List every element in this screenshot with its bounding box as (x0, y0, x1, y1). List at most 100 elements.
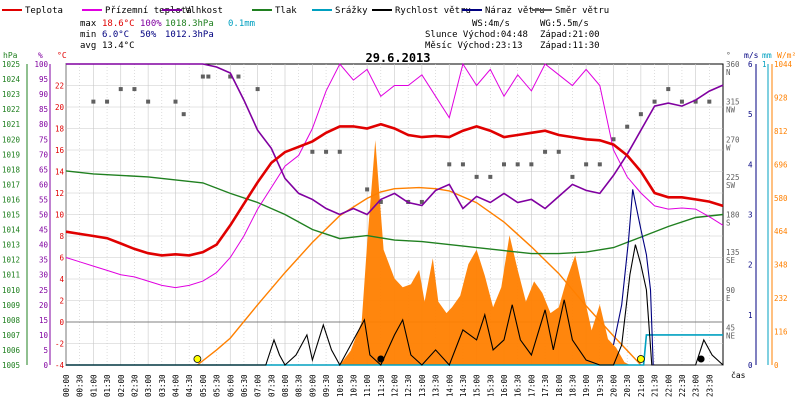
wind-direction-point (543, 149, 548, 154)
degc-tick-label: 6 (59, 254, 64, 263)
hpa-tick-label: 1013 (2, 241, 20, 250)
wind-direction-point (324, 149, 329, 154)
wind-direction-point (611, 137, 616, 142)
x-tick-label: 07:30 (267, 374, 276, 397)
info-sun-set: Západ:21:00 (540, 30, 600, 40)
pct-tick-label: 60 (39, 180, 49, 189)
pct-tick-label: 40 (39, 241, 49, 250)
hpa-tick-label: 1022 (2, 105, 20, 114)
x-tick-label: 03:30 (158, 374, 167, 397)
winddir-tick-label: 315 (726, 98, 740, 107)
x-tick-label: 06:00 (226, 374, 235, 397)
pressure-axis: 1025 1024 1023 1022 1021 1020 1019 1018 1017 1016… (2, 60, 28, 370)
stats-min-temp: 6.0°C (102, 30, 129, 40)
x-tick-label: 16:00 (500, 374, 509, 397)
winddir-tick-label: E (726, 294, 731, 303)
ms-tick-label: 3 (748, 211, 753, 220)
wind-direction-point (515, 162, 520, 167)
hpa-tick-label: 1021 (2, 120, 20, 129)
x-tick-label: 11:00 (363, 374, 372, 397)
wind-direction-point (105, 99, 110, 104)
legend-label-pressure: Tlak (275, 6, 297, 16)
x-tick-label: 03:00 (144, 374, 153, 397)
wind-direction-point (91, 99, 96, 104)
info-moon-rise: Měsíc Východ:23:13 (425, 41, 523, 51)
legend: Teplota Přízemní teplota Vlhkost Tlak Sr… (2, 6, 609, 16)
wind-direction-point (488, 174, 493, 179)
wind-direction-point (529, 162, 534, 167)
pct-tick-label: 5 (43, 346, 48, 355)
winddir-tick-label: S (726, 219, 731, 228)
x-tick-label: 22:00 (664, 374, 673, 397)
hpa-tick-label: 1006 (2, 346, 21, 355)
legend-label-wind: Rychlost větru (395, 6, 471, 16)
wind-direction-point (693, 99, 698, 104)
x-tick-label: 20:30 (623, 374, 632, 397)
hpa-tick-label: 1024 (2, 75, 21, 84)
chart-date-title: 29.6.2013 (365, 51, 430, 65)
pct-tick-label: 20 (39, 301, 49, 310)
degc-tick-label: 12 (55, 189, 64, 198)
x-tick-label: 15:00 (473, 374, 482, 397)
wind-direction-point (200, 74, 205, 79)
rain-axis: 1 (762, 60, 769, 365)
stats-min-hum: 50% (140, 30, 157, 40)
plot-area (65, 62, 724, 367)
pct-tick-label: 30 (39, 271, 49, 280)
wind-direction-point (707, 99, 712, 104)
degc-tick-label: 16 (55, 146, 65, 155)
wind-direction-point (625, 124, 630, 129)
axis-title-degc: °C (57, 51, 67, 60)
winddir-tick-label: SE (726, 256, 736, 265)
ground-temperature-line (65, 62, 724, 289)
stats-max-rain: 0.1mm (228, 19, 255, 29)
hpa-tick-label: 1007 (2, 331, 20, 340)
ms-tick-label: 0 (748, 361, 753, 370)
wm-tick-label: 580 (774, 194, 788, 203)
wind-direction-point (132, 87, 137, 92)
x-tick-label: 08:30 (295, 374, 304, 397)
x-tick-label: 04:00 (172, 374, 181, 397)
winddir-tick-label: NW (726, 106, 736, 115)
legend-label-humidity: Vlhkost (185, 6, 223, 16)
degc-tick-label: 20 (55, 103, 65, 112)
pct-tick-label: 80 (39, 120, 49, 129)
wm-tick-label: 348 (774, 261, 788, 270)
wind-direction-point (597, 162, 602, 167)
info-block: WS:4m/s WG:5.5m/s Slunce Východ:04:48 Zá… (425, 19, 600, 51)
x-tick-label: 02:00 (117, 374, 126, 397)
winddir-tick-label: 360 (726, 60, 740, 69)
winddir-tick-label: SW (726, 181, 736, 190)
x-tick-label: 04:30 (185, 374, 194, 397)
stats-min-press: 1012.3hPa (165, 30, 214, 40)
moon-marker (377, 355, 385, 363)
wind-direction-point (365, 187, 370, 192)
sun-marker (636, 355, 645, 363)
temperature-line (65, 122, 724, 257)
legend-label-ground-temp: Přízemní teplota (105, 6, 192, 16)
x-tick-label: 19:00 (582, 374, 591, 397)
x-tick-label: 16:30 (514, 374, 523, 397)
wind-speed-axis: 6 5 4 3 2 1 0 (748, 60, 757, 370)
wind-direction-point (206, 74, 211, 79)
wind-direction-point (419, 199, 424, 204)
hpa-tick-label: 1017 (2, 180, 20, 189)
wm-tick-label: 116 (774, 328, 788, 337)
x-tick-label: 02:30 (130, 374, 139, 397)
winddir-tick-label: N (726, 68, 731, 77)
pct-tick-label: 75 (39, 135, 48, 144)
stats-avg-label: avg (80, 41, 96, 51)
x-tick-label: 21:30 (651, 374, 660, 397)
pct-tick-label: 15 (39, 316, 48, 325)
stats-max-press: 1018.3hPa (165, 19, 214, 29)
x-tick-label: 21:00 (637, 374, 646, 397)
wind-direction-point (502, 162, 506, 167)
pct-tick-label: 85 (39, 105, 48, 114)
x-tick-label: 07:00 (254, 374, 263, 397)
wind-direction-point (118, 87, 123, 92)
hpa-tick-label: 1020 (2, 135, 21, 144)
x-tick-label: 18:30 (568, 374, 577, 397)
stats-max-temp: 18.6°C (102, 19, 135, 29)
pct-tick-label: 35 (39, 256, 48, 265)
